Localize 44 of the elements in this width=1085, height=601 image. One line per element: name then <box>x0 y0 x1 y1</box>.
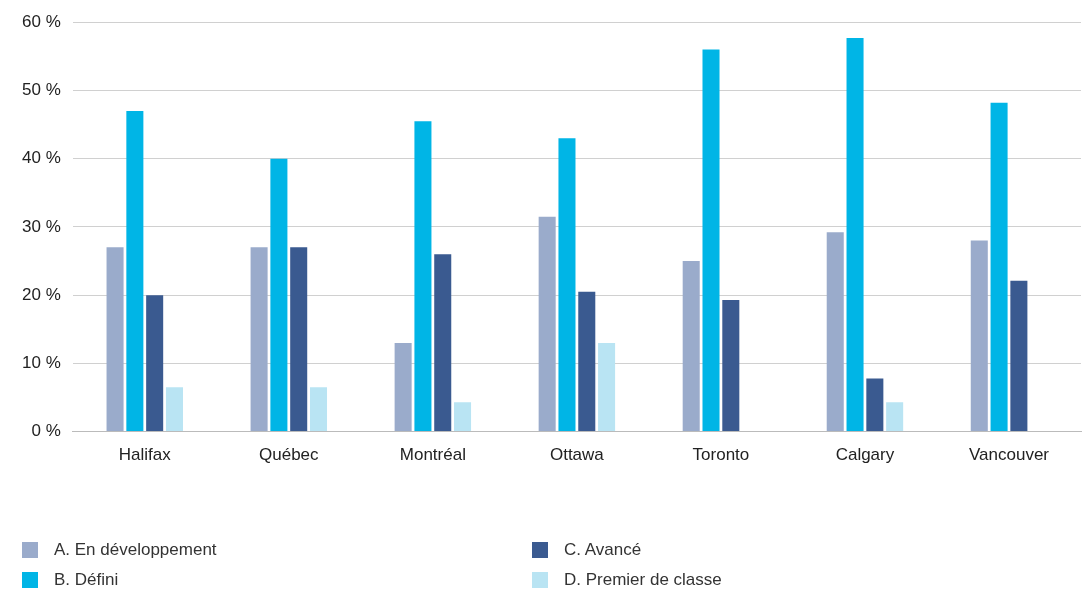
x-tick-label: Vancouver <box>968 445 1050 465</box>
bar <box>126 110 144 432</box>
bar <box>846 37 864 432</box>
bar <box>702 49 720 432</box>
bar <box>414 121 432 432</box>
bar <box>598 342 616 432</box>
bar <box>394 342 412 432</box>
bar <box>106 247 124 432</box>
bar <box>866 378 884 432</box>
legend-label: A. En développement <box>54 540 217 560</box>
bar <box>146 295 164 432</box>
bar <box>434 254 452 432</box>
legend-label: D. Premier de classe <box>564 570 722 590</box>
bar <box>990 102 1008 432</box>
bar <box>826 232 844 432</box>
y-tick-label: 30 % <box>22 216 61 236</box>
y-tick-label: 40 % <box>22 148 61 168</box>
y-tick-label: 50 % <box>22 80 61 100</box>
bar <box>558 138 576 432</box>
bar <box>454 402 472 432</box>
x-tick-label: Ottawa <box>549 445 605 465</box>
bar <box>970 240 988 432</box>
legend-label: C. Avancé <box>564 540 642 560</box>
bar <box>270 158 288 432</box>
y-tick-label: 10 % <box>22 353 61 373</box>
x-tick-label: Toronto <box>692 445 750 465</box>
x-tick-label: Montréal <box>399 445 466 465</box>
y-tick-label: 60 % <box>22 11 61 31</box>
y-tick-label: 0 % <box>31 421 61 441</box>
bar <box>290 247 308 432</box>
bar <box>886 402 904 432</box>
bar <box>682 261 700 432</box>
bar <box>722 299 740 432</box>
bar <box>578 291 596 432</box>
bar <box>309 387 328 432</box>
x-tick-label: Calgary <box>835 445 895 465</box>
x-tick-label: Québec <box>259 445 320 465</box>
bar <box>165 387 183 432</box>
bar <box>250 247 268 432</box>
x-tick-label: Halifax <box>118 445 172 465</box>
bar <box>1010 280 1028 432</box>
y-tick-label: 20 % <box>22 284 61 304</box>
bar <box>538 216 556 432</box>
legend-label: B. Défini <box>54 570 119 590</box>
